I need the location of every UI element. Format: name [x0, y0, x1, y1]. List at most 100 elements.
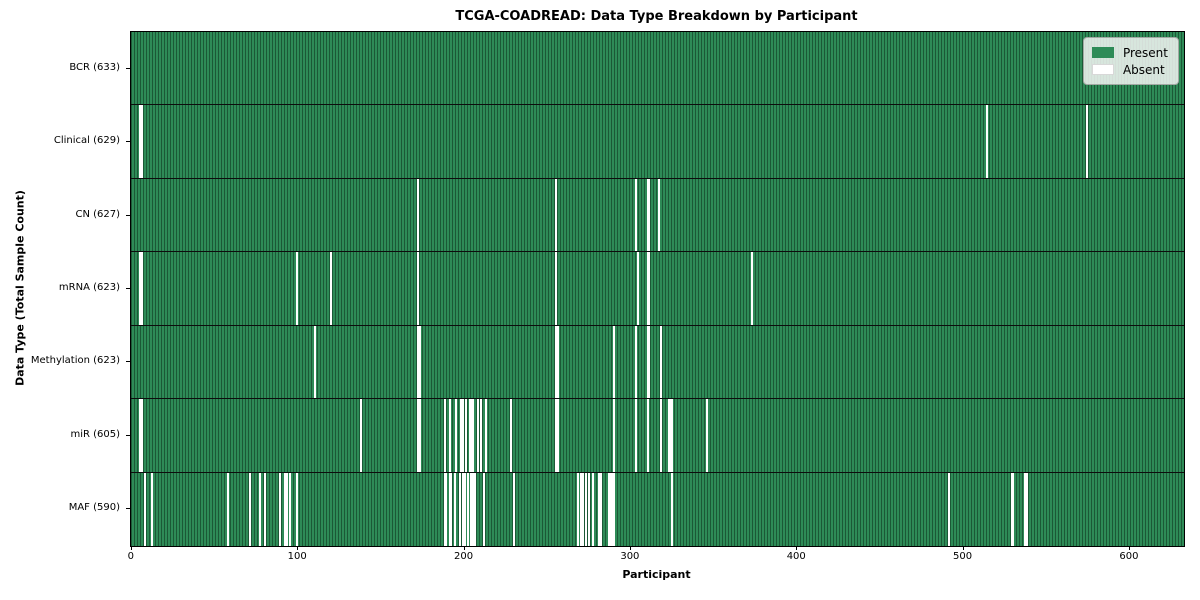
absent-cell-maf-273 [584, 472, 587, 546]
absent-cell-cn-310 [646, 178, 649, 252]
plot-area: Present Absent [130, 31, 1185, 547]
absent-cell-methylation-172 [416, 325, 419, 399]
ytick-label-maf: MAF (590) [68, 502, 120, 514]
legend: Present Absent [1082, 37, 1179, 85]
xtick-mark-100 [297, 546, 299, 550]
ytick-mark-maf [126, 508, 130, 510]
absent-cell-maf-205 [471, 472, 474, 546]
ytick-label-cn: CN (627) [75, 208, 120, 220]
absent-cell-mir-255 [555, 399, 558, 472]
ytick-label-mir: miR (605) [70, 428, 120, 440]
absent-cell-maf-99 [295, 472, 298, 546]
chart-title: TCGA-COADREAD: Data Type Breakdown by Pa… [455, 9, 858, 24]
ytick-label-bcr: BCR (633) [69, 61, 120, 73]
absent-cell-mir-290 [613, 399, 616, 472]
absent-cell-mir-198 [460, 399, 463, 472]
absent-cell-maf-530 [1012, 472, 1015, 546]
absent-cell-mir-191 [448, 399, 451, 472]
xtick-label-0: 0 [127, 551, 135, 562]
absent-cell-methylation-318 [659, 325, 662, 399]
absent-cell-clinical-6 [140, 105, 143, 178]
xtick-mark-300 [629, 546, 631, 550]
absent-cell-maf-191 [448, 472, 451, 546]
row-mrna [131, 252, 1184, 326]
absent-cell-mrna-304 [636, 252, 639, 325]
absent-cell-maf-529 [1010, 472, 1013, 546]
absent-cell-maf-277 [591, 472, 594, 546]
absent-cell-mir-199 [461, 399, 464, 472]
absent-cell-methylation-310 [646, 325, 649, 399]
absent-cell-mir-201 [465, 399, 468, 472]
row-clinical [131, 105, 1184, 179]
absent-cell-mrna-373 [751, 252, 754, 325]
absent-cell-mir-325 [671, 399, 674, 472]
absent-cell-cn-317 [658, 178, 661, 252]
absent-cell-mrna-120 [330, 252, 333, 325]
absent-cell-mir-324 [669, 399, 672, 472]
xtick-label-400: 400 [786, 551, 806, 562]
absent-cell-maf-200 [463, 472, 466, 546]
absent-cell-maf-325 [671, 472, 674, 546]
absent-cell-mir-195 [455, 399, 458, 472]
absent-cell-maf-95 [288, 472, 291, 546]
ytick-label-clinical: Clinical (629) [53, 135, 120, 147]
absent-cell-maf-288 [609, 472, 612, 546]
absent-cell-mir-213 [485, 399, 488, 472]
absent-cell-clinical-574 [1085, 105, 1088, 178]
absent-cell-mrna-311 [648, 252, 651, 325]
absent-cell-methylation-303 [634, 325, 637, 399]
absent-cell-maf-491 [947, 472, 950, 546]
absent-cell-maf-194 [453, 472, 456, 546]
row-cn [131, 178, 1184, 253]
absent-cell-mir-303 [634, 399, 637, 472]
legend-absent-label: Absent [1122, 62, 1165, 77]
absent-cell-methylation-110 [313, 325, 316, 399]
absent-cell-maf-93 [285, 472, 288, 546]
absent-cell-cn-311 [648, 178, 651, 252]
ytick-mark-methylation [126, 361, 130, 363]
absent-cell-clinical-514 [985, 105, 988, 178]
absent-cell-maf-202 [466, 472, 469, 546]
xtick-mark-200 [463, 546, 465, 550]
xtick-mark-600 [1128, 546, 1130, 550]
absent-cell-maf-538 [1025, 472, 1028, 546]
absent-cell-maf-188 [443, 472, 446, 546]
absent-cell-cn-172 [416, 178, 419, 252]
absent-cell-maf-289 [611, 472, 614, 546]
absent-cell-maf-80 [263, 472, 266, 546]
absent-cell-mir-188 [443, 399, 446, 472]
absent-cell-mir-204 [470, 399, 473, 472]
xtick-mark-500 [962, 546, 964, 550]
absent-cell-maf-270 [579, 472, 582, 546]
absent-cell-mrna-255 [555, 252, 558, 325]
absent-cell-maf-8 [144, 472, 147, 546]
absent-cell-mir-346 [706, 399, 709, 472]
absent-cell-maf-212 [483, 472, 486, 546]
absent-cell-mir-6 [140, 399, 143, 472]
absent-cell-mrna-310 [646, 252, 649, 325]
absent-cell-mrna-5 [139, 252, 142, 325]
absent-cell-mir-256 [556, 399, 559, 472]
absent-cell-maf-197 [458, 472, 461, 546]
absent-cell-mrna-99 [295, 252, 298, 325]
absent-cell-methylation-173 [418, 325, 421, 399]
ytick-mark-clinical [126, 141, 130, 143]
absent-cell-maf-192 [450, 472, 453, 546]
absent-cell-mir-323 [668, 399, 671, 472]
absent-cell-methylation-311 [648, 325, 651, 399]
row-bcr [131, 32, 1184, 106]
ytick-mark-mrna [126, 288, 130, 289]
absent-cell-maf-281 [598, 472, 601, 546]
x-axis-label: Participant [622, 568, 691, 581]
absent-cell-mir-228 [510, 399, 513, 472]
legend-present-label: Present [1122, 45, 1168, 60]
xtick-label-500: 500 [953, 551, 973, 562]
absent-cell-maf-12 [150, 472, 153, 546]
absent-cell-maf-58 [227, 472, 230, 546]
absent-cell-maf-77 [258, 472, 261, 546]
legend-present-swatch [1091, 47, 1114, 58]
ytick-mark-mir [126, 434, 130, 436]
row-maf [131, 472, 1184, 546]
absent-cell-cn-303 [634, 178, 637, 252]
